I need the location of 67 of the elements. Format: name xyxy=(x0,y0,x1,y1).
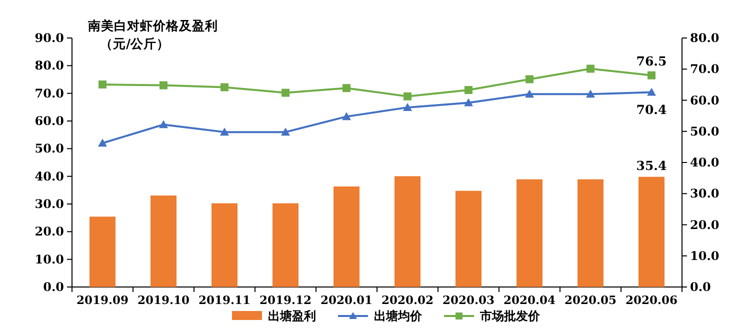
y-tick-label: 10.0 xyxy=(34,252,64,266)
point xyxy=(98,138,107,147)
bar xyxy=(456,190,482,287)
x-tick-label: 2020.03 xyxy=(442,293,495,307)
legend-label: 市场批发价 xyxy=(479,309,541,323)
y2-tick-label: 0.0 xyxy=(690,280,711,294)
point xyxy=(647,88,656,96)
bar xyxy=(638,176,664,287)
bar xyxy=(334,186,360,287)
y2-tick-label: 60.0 xyxy=(690,93,720,108)
point xyxy=(98,80,106,88)
point xyxy=(282,88,290,97)
point xyxy=(342,84,350,92)
y2-tick-label: 10.0 xyxy=(690,248,720,263)
y-tick-label: 50.0 xyxy=(34,142,64,156)
point xyxy=(464,98,473,106)
y-tick-label: 20.0 xyxy=(34,224,64,239)
y-tick-label: 90.0 xyxy=(34,31,64,45)
point xyxy=(159,120,168,128)
y2-tick-label: 20.0 xyxy=(690,218,720,232)
point xyxy=(586,90,595,98)
x-tick-label: 2020.06 xyxy=(625,293,678,307)
bar xyxy=(578,179,604,287)
bar xyxy=(90,216,116,287)
point xyxy=(281,128,290,136)
legend-label: 出塘均价 xyxy=(374,309,423,323)
legend-label: 出塘盈利 xyxy=(268,309,316,323)
point xyxy=(403,102,412,111)
point xyxy=(526,75,534,84)
point xyxy=(220,83,228,92)
x-tick-label: 2020.02 xyxy=(381,293,434,307)
y-tick-label: 70.0 xyxy=(34,86,64,100)
chart-subtitle: （元/公斤） xyxy=(100,36,170,51)
y-tick-label: 60.0 xyxy=(34,114,64,128)
point xyxy=(648,71,656,80)
x-tick-label: 2019.11 xyxy=(198,293,251,307)
y2-tick-label: 30.0 xyxy=(690,186,720,201)
point xyxy=(525,90,534,98)
y2-tick-label: 40.0 xyxy=(690,156,720,170)
bar xyxy=(272,203,298,287)
data-label: 35.4 xyxy=(636,158,668,173)
point xyxy=(586,64,594,73)
point xyxy=(220,128,229,136)
y-tick-label: 80.0 xyxy=(34,58,64,73)
point xyxy=(404,92,412,100)
chart-title: 南美白对虾价格及盈利 xyxy=(87,18,218,33)
x-tick-label: 2019.10 xyxy=(137,293,190,307)
point xyxy=(342,112,351,120)
x-tick-label: 2019.09 xyxy=(76,293,129,307)
point xyxy=(464,86,472,94)
y2-tick-label: 50.0 xyxy=(690,124,720,138)
bar xyxy=(212,203,238,287)
x-tick-label: 2020.04 xyxy=(503,293,556,307)
y2-tick-label: 80.0 xyxy=(690,31,720,45)
y2-tick-label: 70.0 xyxy=(690,62,720,76)
x-tick-label: 2020.01 xyxy=(320,293,373,307)
data-label: 70.4 xyxy=(636,102,668,118)
bar xyxy=(150,195,176,287)
y-tick-label: 40.0 xyxy=(34,169,64,184)
bar xyxy=(516,179,542,287)
bar xyxy=(394,176,420,287)
point xyxy=(160,81,168,90)
y-tick-label: 30.0 xyxy=(34,197,64,211)
x-tick-label: 2019.12 xyxy=(259,293,312,307)
x-tick-label: 2020.05 xyxy=(564,293,617,307)
data-label: 76.5 xyxy=(636,53,667,68)
y-tick-label: 0.0 xyxy=(43,280,64,294)
